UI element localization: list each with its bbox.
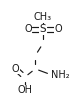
- Text: O: O: [54, 24, 62, 34]
- Text: NH₂: NH₂: [51, 70, 69, 80]
- Text: OH: OH: [17, 85, 32, 95]
- Text: S: S: [40, 24, 46, 34]
- Text: O: O: [24, 24, 32, 34]
- Text: CH₃: CH₃: [34, 12, 52, 22]
- Text: O: O: [12, 64, 19, 74]
